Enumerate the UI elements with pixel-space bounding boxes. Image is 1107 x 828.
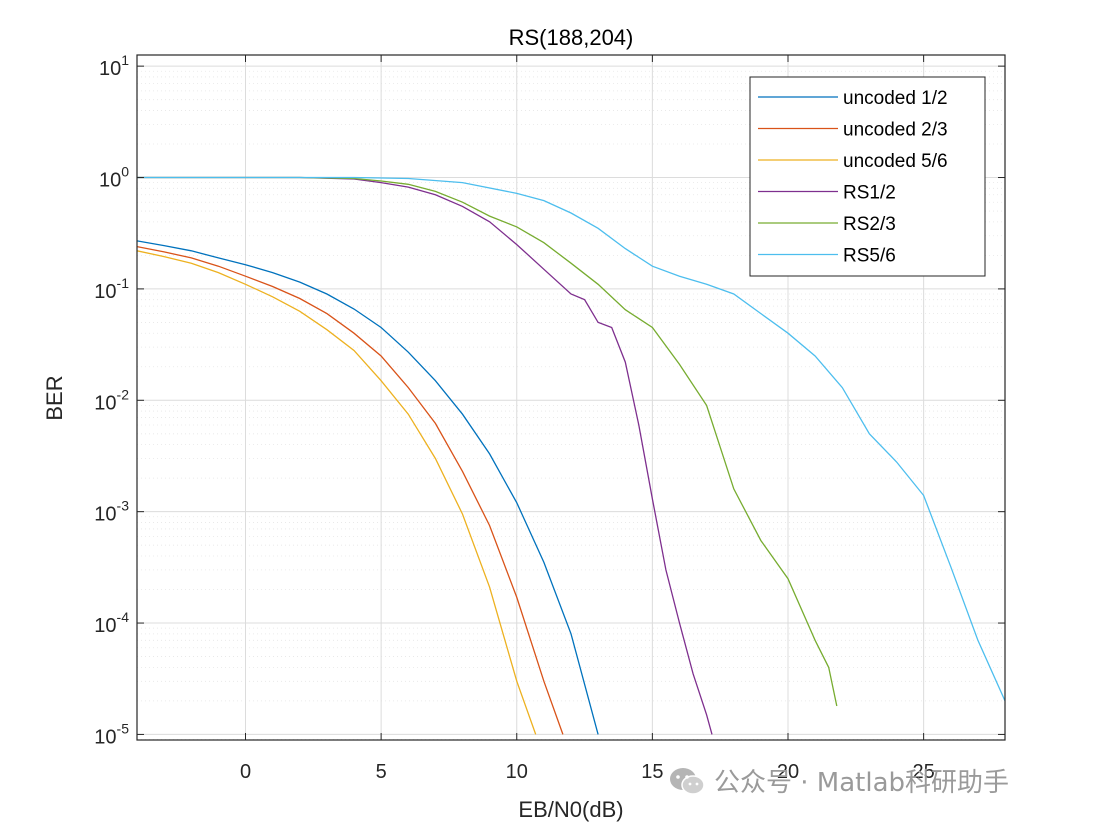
x-tick-label: 10: [506, 761, 528, 783]
legend-box: [749, 76, 986, 277]
y-axis-label: BER: [42, 375, 67, 420]
legend-label: RS1/2: [843, 183, 896, 204]
y-tick-label: 10-5: [94, 720, 129, 748]
series-line-6: [137, 176, 1005, 702]
legend-label: RS2/3: [843, 214, 896, 235]
watermark: 公众号 · Matlab科研助手: [668, 762, 1009, 799]
series-line-4: [137, 176, 713, 735]
grid: [137, 55, 1005, 740]
x-tick-label: 15: [641, 761, 663, 783]
legend-label: uncoded 2/3: [843, 120, 948, 141]
plot-frame: [136, 54, 1006, 741]
series-line-5: [137, 176, 838, 707]
legend-label: RS5/6: [843, 246, 896, 267]
x-tick-label: 20: [777, 761, 799, 783]
y-tick-label: 100: [99, 164, 129, 192]
legend-label: uncoded 5/6: [843, 151, 948, 172]
legend: uncoded 1/2 uncoded 2/3 uncoded 5/6 RS1/2 RS…: [749, 76, 986, 277]
chart-title: RS(188,204): [509, 25, 634, 50]
axis-ticks: 0 5 10 15 20 25 101 100 10-1 10-2 10-3 10-4 10-5: [94, 52, 1005, 783]
x-axis-label: EB/N0(dB): [518, 797, 623, 822]
series-line-1: [137, 240, 599, 735]
x-tick-label: 0: [240, 761, 251, 783]
x-tick-label: 5: [376, 761, 387, 783]
y-tick-label: 101: [99, 52, 129, 80]
wechat-logo-icon: [670, 767, 705, 795]
y-tick-label: 10-3: [94, 498, 129, 526]
series-line-2: [137, 245, 564, 735]
series-line-3: [137, 250, 537, 735]
series-group: [137, 176, 1005, 735]
y-tick-label: 10-1: [94, 275, 129, 303]
legend-label: uncoded 1/2: [843, 88, 948, 109]
y-tick-label: 10-4: [94, 609, 129, 637]
y-tick-label: 10-2: [94, 386, 129, 414]
x-tick-label: 25: [913, 761, 935, 783]
watermark-text: 公众号 · Matlab科研助手: [714, 768, 1010, 798]
